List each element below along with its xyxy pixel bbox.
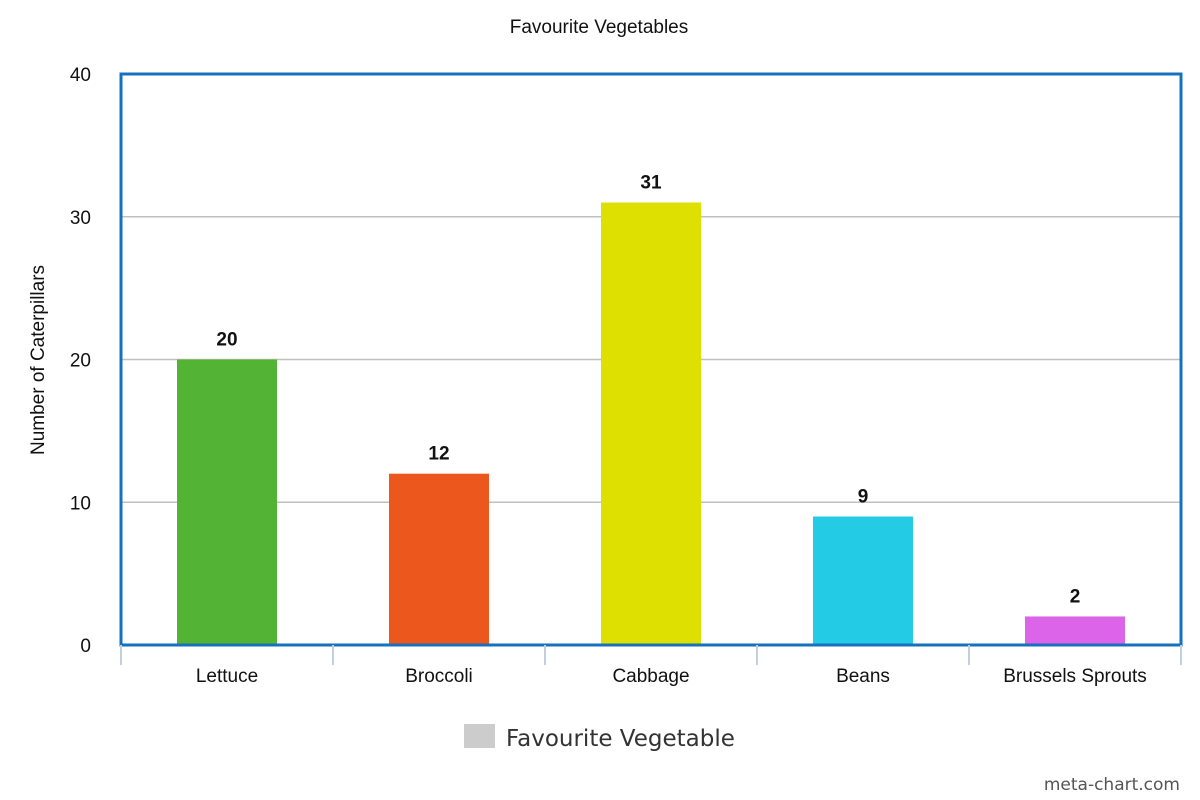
y-tick-label: 10 — [70, 493, 91, 514]
y-tick-label: 0 — [80, 636, 91, 657]
data-label: 9 — [858, 487, 869, 508]
plot-area-border — [119, 72, 1183, 647]
y-tick-label: 20 — [70, 351, 91, 372]
x-tick-label: Brussels Sprouts — [1003, 666, 1147, 687]
x-tick-label: Broccoli — [405, 666, 473, 687]
legend[interactable]: Favourite Vegetable — [464, 724, 735, 752]
x-axis-ticks: Lettuce Broccoli Cabbage Beans Brussels Spro… — [120, 645, 1182, 687]
data-label: 12 — [428, 444, 449, 465]
x-tick-label: Cabbage — [612, 666, 689, 687]
watermark: meta-chart.com — [1044, 775, 1180, 795]
bar-broccoli[interactable] — [389, 473, 489, 645]
y-tick-label: 30 — [70, 208, 91, 229]
legend-swatch[interactable] — [464, 724, 495, 748]
y-tick-label: 40 — [70, 65, 91, 86]
x-tick-label: Lettuce — [196, 666, 258, 687]
y-axis-title: Number of Caterpillars — [28, 265, 49, 455]
bar-brussels-sprouts[interactable] — [1025, 616, 1125, 645]
data-label: 20 — [216, 330, 237, 351]
legend-label[interactable]: Favourite Vegetable — [506, 726, 735, 752]
chart-title: Favourite Vegetables — [510, 17, 689, 38]
x-tick-label: Beans — [836, 666, 890, 687]
bar-beans[interactable] — [813, 516, 913, 645]
data-label: 31 — [640, 172, 662, 193]
data-labels: 20 12 31 9 2 — [216, 172, 1080, 607]
bar-lettuce[interactable] — [177, 359, 277, 646]
bars — [177, 202, 1125, 645]
bar-cabbage[interactable] — [601, 202, 701, 645]
y-axis-ticks: 0 10 20 30 40 — [70, 65, 91, 657]
data-label: 2 — [1070, 586, 1081, 607]
